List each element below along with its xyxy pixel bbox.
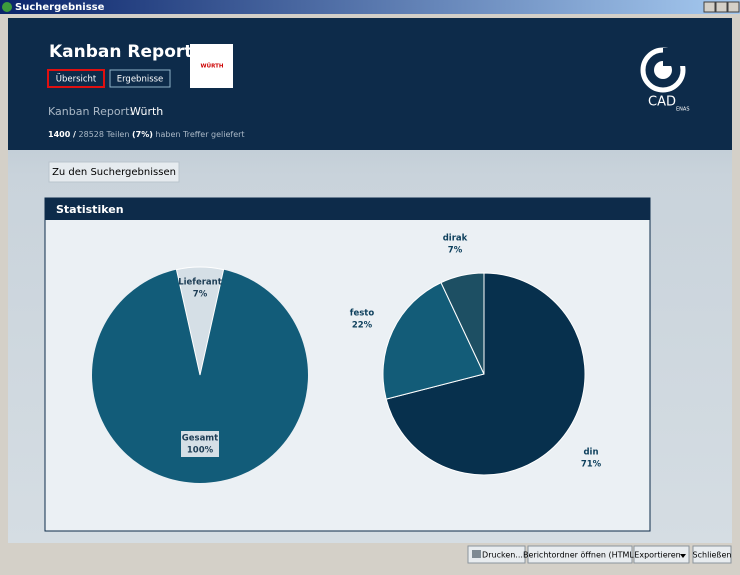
slice-value: 7% xyxy=(448,246,463,256)
minimize[interactable] xyxy=(703,1,716,13)
slice-name: festo xyxy=(350,309,375,319)
brand-text: WÜRTH xyxy=(201,63,224,70)
slice-value: 71% xyxy=(581,460,602,470)
slice-name: din xyxy=(583,448,598,458)
window-controls[interactable] xyxy=(703,1,740,13)
slice-name: Lieferant xyxy=(178,278,222,288)
pie-slice xyxy=(382,281,485,400)
back-button-label[interactable]: Zu den Suchergebnissen xyxy=(52,167,176,178)
stats-title: Statistiken xyxy=(56,203,124,216)
footer-button-label[interactable]: Schließen xyxy=(693,551,732,560)
tab-label[interactable]: Ergebnisse xyxy=(117,75,164,85)
footer-button[interactable] xyxy=(467,545,526,564)
logo-sub: ENAS xyxy=(676,107,690,113)
footer: Drucken... Berichtordner öffnen (HTML)Exp… xyxy=(467,545,732,564)
summary-percent: (7%) xyxy=(132,130,153,139)
report-name: Würth xyxy=(130,105,163,118)
footer-button-label[interactable]: Berichtordner öffnen (HTML) xyxy=(523,551,637,560)
pie-slice xyxy=(440,272,485,375)
slice-name: dirak xyxy=(443,234,468,244)
summary-total: 28528 Teilen xyxy=(79,130,130,139)
header-title: Kanban Report xyxy=(49,42,192,62)
tab[interactable] xyxy=(47,69,105,88)
app-icon xyxy=(2,2,12,12)
stats-header xyxy=(45,198,650,220)
cadenas-logo: CAD ENAS xyxy=(640,47,690,113)
pie-slice xyxy=(385,272,586,476)
footer-button[interactable] xyxy=(633,545,690,564)
logo-main: CAD xyxy=(648,95,676,110)
slice-value: 100% xyxy=(187,446,214,456)
back-button[interactable] xyxy=(48,161,180,183)
label-box xyxy=(181,431,219,457)
brand-logo xyxy=(190,44,233,88)
window-title: Suchergebnisse xyxy=(15,2,105,13)
tab[interactable] xyxy=(109,69,171,88)
summary-rest: haben Treffer geliefert xyxy=(155,130,244,139)
summary: 1400 / 28528 Teilen (7%) haben Treffer g… xyxy=(48,130,245,139)
report-label: Kanban Report: xyxy=(48,105,133,118)
footer-button[interactable] xyxy=(527,545,633,564)
footer-button-label[interactable]: Drucken... xyxy=(482,551,523,560)
slice-name: Gesamt xyxy=(182,434,218,444)
close[interactable] xyxy=(727,1,740,13)
slice-value: 7% xyxy=(193,290,208,300)
footer-button-label[interactable]: Exportieren xyxy=(634,551,680,560)
pies: Gesamt 100% Lieferant 7% din 71% festo 22% dirak… xyxy=(92,234,602,483)
dropdown-arrow xyxy=(680,554,686,558)
title-bar xyxy=(0,0,740,14)
maximize[interactable] xyxy=(715,1,728,13)
summary-hits: 1400 / xyxy=(48,130,76,139)
tab-label[interactable]: Übersicht xyxy=(56,74,97,85)
print-icon xyxy=(472,550,481,558)
footer-button[interactable] xyxy=(692,545,732,564)
slice-value: 22% xyxy=(352,321,373,331)
pie-slice xyxy=(175,266,225,376)
